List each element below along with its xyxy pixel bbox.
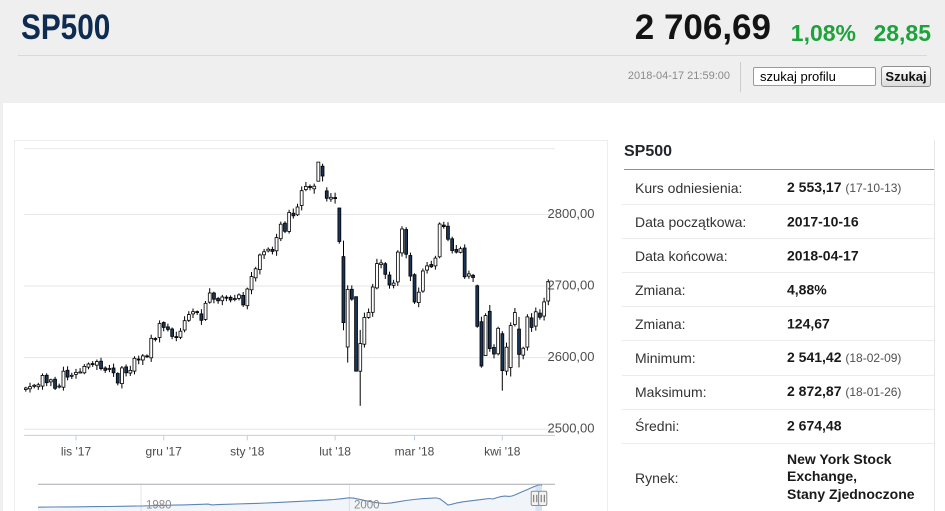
svg-text:2600,00: 2600,00	[548, 349, 595, 364]
svg-text:sty '18: sty '18	[230, 445, 265, 459]
svg-text:2000: 2000	[354, 500, 380, 511]
svg-text:2500,00: 2500,00	[548, 421, 595, 436]
svg-text:gru '17: gru '17	[146, 445, 183, 459]
svg-text:1980: 1980	[146, 500, 172, 511]
svg-text:2700,00: 2700,00	[548, 278, 595, 293]
svg-text:2800,00: 2800,00	[548, 206, 595, 221]
svg-text:lis '17: lis '17	[61, 445, 92, 459]
svg-text:kwi '18: kwi '18	[484, 445, 521, 459]
svg-text:lut '18: lut '18	[319, 445, 351, 459]
svg-text:mar '18: mar '18	[395, 445, 435, 459]
